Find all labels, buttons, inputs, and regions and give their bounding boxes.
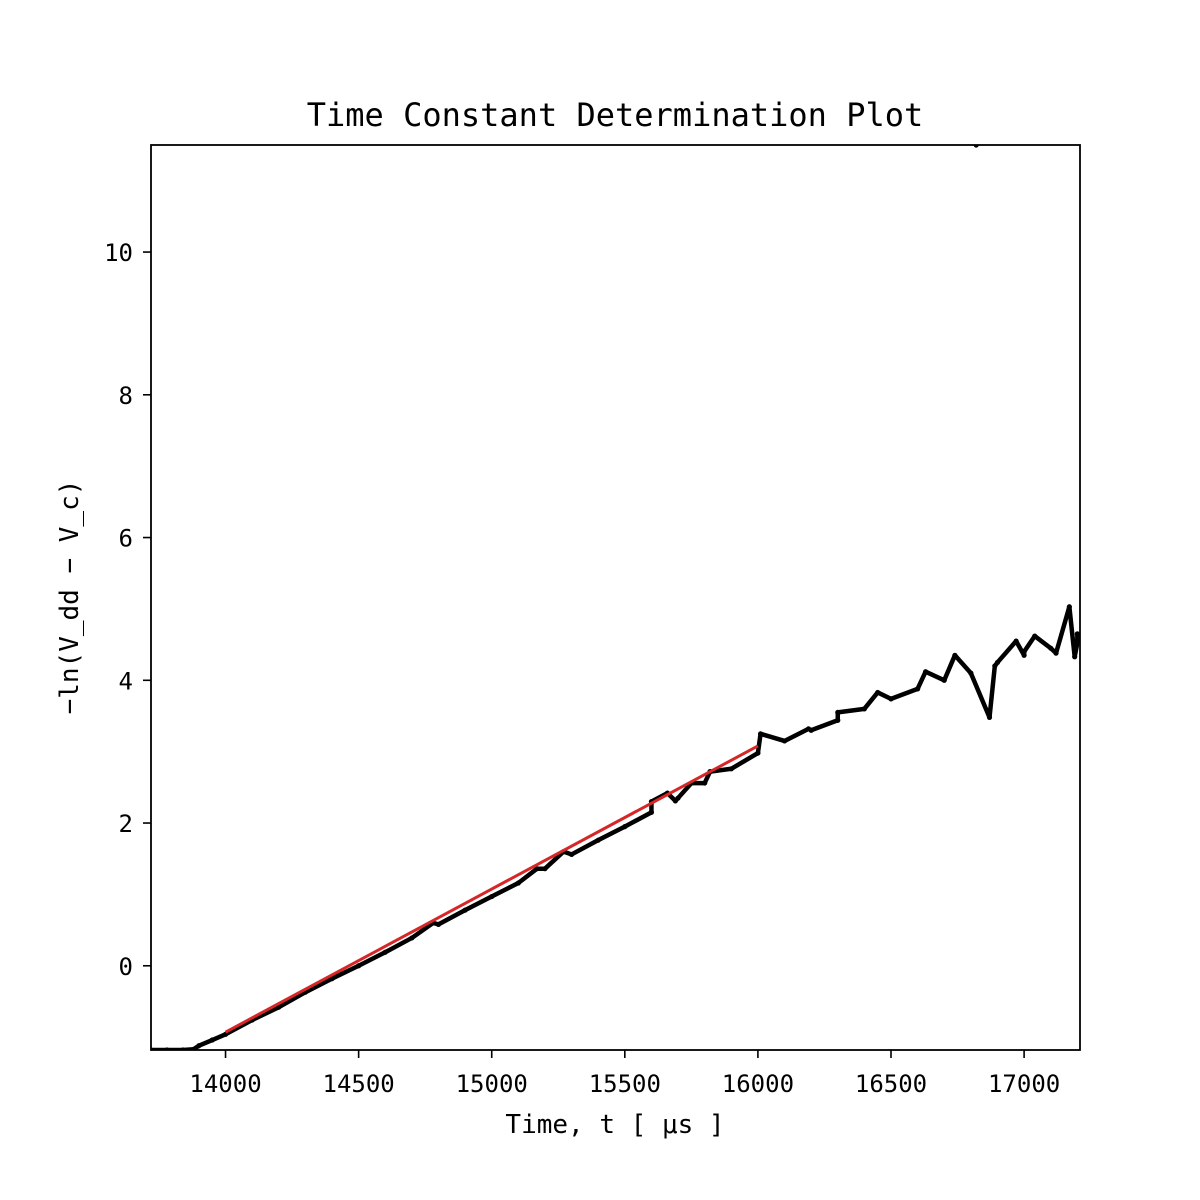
y-tick-label: 8 <box>119 382 133 410</box>
y-tick-label: 2 <box>119 810 133 838</box>
x-axis-label: Time, t [ μs ] <box>505 1110 724 1140</box>
plot-frame <box>150 144 1081 1051</box>
x-tick-label: 14000 <box>189 1070 261 1098</box>
x-tick-label: 15500 <box>589 1070 661 1098</box>
x-tick-label: 16000 <box>722 1070 794 1098</box>
y-tick-label: 4 <box>119 667 133 695</box>
y-tick-label: 10 <box>104 239 133 267</box>
scatter-series <box>151 145 1080 1050</box>
x-tick-label: 17000 <box>988 1070 1060 1098</box>
y-tick-label: 0 <box>119 953 133 981</box>
x-axis: 14000 14500 15000 15500 16000 16500 17000 <box>189 1050 1060 1098</box>
x-tick-label: 14500 <box>323 1070 395 1098</box>
x-tick-label: 16500 <box>855 1070 927 1098</box>
y-tick-label: 6 <box>119 525 133 553</box>
y-axis: 0 2 4 6 8 10 <box>104 239 151 981</box>
y-axis-label: −ln(V_dd − V_c) <box>55 480 85 715</box>
data-point-trace <box>151 604 1080 1050</box>
chart-title: Time Constant Determination Plot <box>307 96 924 134</box>
fit-line <box>224 744 759 1034</box>
x-tick-label: 15000 <box>456 1070 528 1098</box>
fit-line-series <box>224 744 759 1034</box>
